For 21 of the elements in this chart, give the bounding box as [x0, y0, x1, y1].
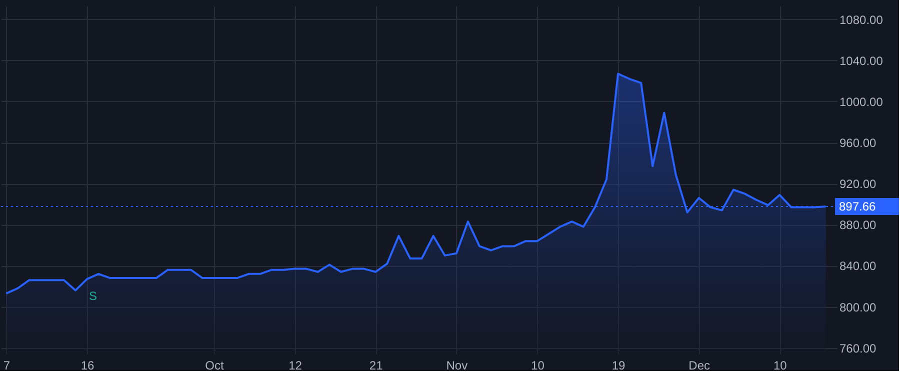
x-tick-label: Oct — [205, 358, 224, 372]
x-tick-label: 10 — [773, 358, 788, 372]
y-tick-label: 880.00 — [840, 218, 877, 232]
y-tick-label: 1040.00 — [840, 54, 884, 68]
ref-line-label: 897.66 — [839, 200, 876, 214]
x-tick-label: 21 — [369, 358, 384, 372]
y-tick-label: 960.00 — [840, 136, 877, 150]
x-tick-label: 19 — [612, 358, 626, 372]
y-tick-label: 1080.00 — [840, 12, 884, 27]
x-tick-label: Nov — [446, 358, 468, 372]
x-tick-label: 10 — [531, 358, 545, 372]
x-tick-label: Dec — [688, 358, 710, 372]
y-tick-label: 760.00 — [840, 341, 877, 356]
x-tick-label: 12 — [288, 358, 302, 372]
x-tick-label: 16 — [80, 358, 94, 372]
y-tick-label: 1000.00 — [840, 94, 884, 109]
x-tick-label: 7 — [3, 358, 10, 372]
annotation: S — [88, 289, 98, 303]
y-tick-label: 920.00 — [840, 177, 877, 192]
y-tick-label: 840.00 — [840, 259, 877, 274]
y-tick-label: 800.00 — [840, 300, 877, 314]
